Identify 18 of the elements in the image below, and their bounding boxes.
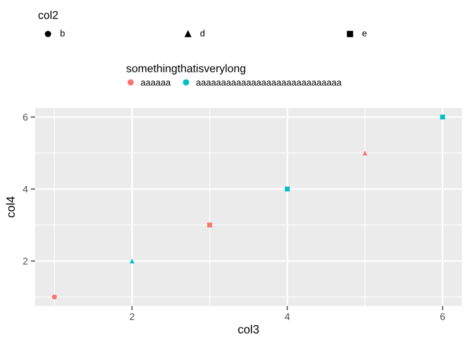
x-axis-title: col3 — [238, 324, 259, 334]
point — [52, 294, 57, 300]
text: b — [60, 30, 65, 36]
x-tick-label: 2 — [130, 313, 134, 320]
legend-label: aaaaaa — [140, 80, 171, 86]
point — [440, 114, 445, 120]
legend-label: aaaaaaaaaaaaaaaaaaaaaaaaaaaaa — [196, 80, 342, 86]
text: col2 — [38, 10, 58, 19]
text: e — [362, 31, 367, 36]
x-tick-label: 4 — [284, 313, 290, 320]
text: somethingthatisverylong — [126, 64, 246, 74]
x-tick-label: 6 — [440, 313, 445, 320]
point — [284, 186, 290, 192]
text: d — [200, 30, 204, 36]
y-tick-label: 2 — [23, 258, 28, 265]
y-tick-label: 6 — [23, 114, 28, 121]
y-tick-label: 4 — [22, 186, 28, 193]
y-axis-title: col4 — [6, 196, 15, 218]
